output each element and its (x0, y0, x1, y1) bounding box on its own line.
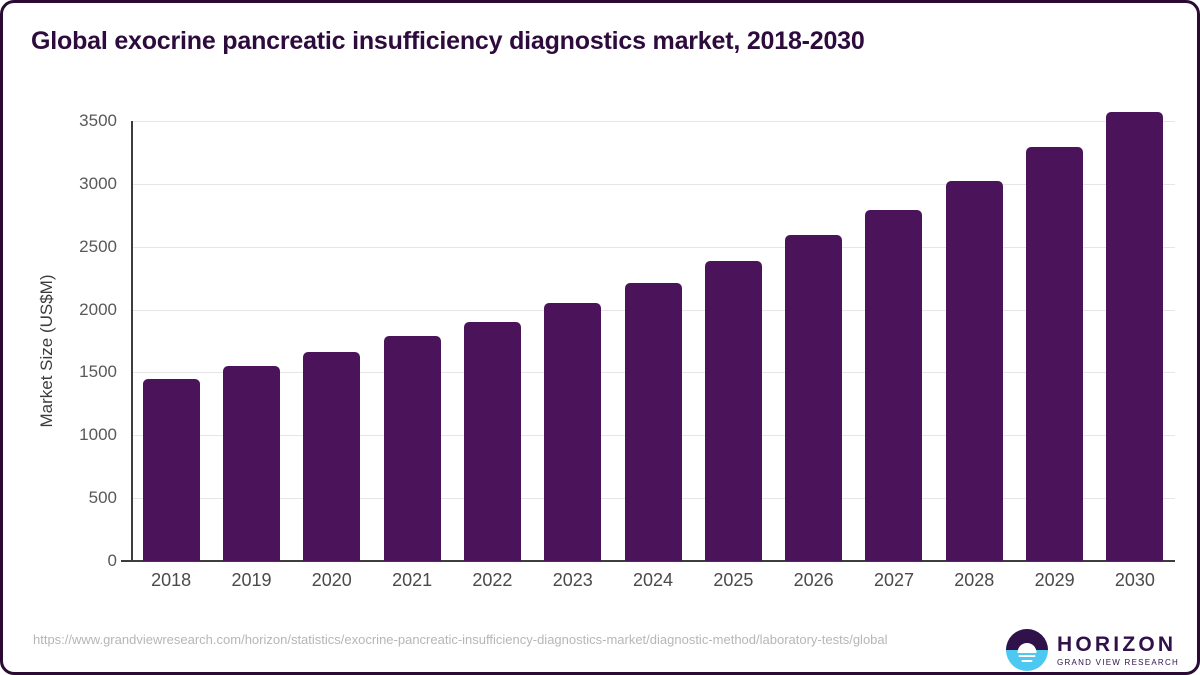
y-tick-label: 3500 (79, 111, 117, 130)
bar[interactable] (303, 351, 361, 561)
x-tick-label: 2025 (713, 570, 754, 590)
bar[interactable] (704, 260, 762, 561)
x-tick-label: 2028 (954, 570, 995, 590)
bar[interactable] (785, 235, 843, 561)
y-tick-label: 2500 (79, 236, 117, 256)
chart-footer: https://www.grandviewresearch.com/horizo… (3, 623, 1197, 672)
bar-slot (1095, 111, 1175, 561)
y-tick-label: 0 (107, 551, 117, 570)
bar[interactable] (865, 209, 923, 561)
y-tick-label: 1500 (79, 362, 117, 382)
gridline (131, 183, 1175, 185)
logo-tagline: GRAND VIEW RESEARCH (1057, 657, 1179, 667)
x-tick-label: 2029 (1034, 570, 1075, 590)
x-tick-label: 2026 (793, 570, 834, 590)
bar-slot (533, 121, 613, 561)
x-tick-label: 2018 (151, 570, 192, 590)
horizon-sun-circle-icon (1006, 629, 1049, 671)
horizon-logo: HORIZON GRAND VIEW RESEARCH (1006, 629, 1179, 671)
bar[interactable] (383, 335, 441, 561)
x-tick-label: 2021 (392, 570, 433, 590)
x-tick-label: 2019 (231, 570, 272, 590)
gridline (131, 121, 1175, 122)
bar-slot (452, 121, 532, 561)
bar[interactable] (463, 322, 521, 561)
logo-name: HORIZON (1057, 632, 1177, 656)
gridline (131, 246, 1175, 248)
y-tick-label: 500 (88, 488, 117, 508)
y-tick-label: 1000 (79, 425, 117, 445)
bar-slot (774, 121, 854, 561)
x-tick-label: 2027 (873, 570, 914, 590)
bar-slot (934, 121, 1014, 561)
y-tick-label: 3000 (79, 173, 117, 193)
page-title: Global exocrine pancreatic insufficiency… (31, 27, 865, 55)
bar-series (131, 111, 1175, 561)
bar-slot (613, 121, 693, 561)
bar-slot (854, 121, 934, 561)
bar[interactable] (1106, 111, 1164, 561)
x-tick-label: 2030 (1114, 570, 1155, 590)
plot-area: 0 500 1000 1500 2000 2500 3000 3500 Market Size… (3, 3, 1197, 618)
bar-slot (1014, 121, 1094, 561)
bar-slot (131, 121, 211, 561)
x-axis-line (121, 560, 1175, 562)
logo-text: HORIZON GRAND VIEW RESEARCH (1057, 634, 1179, 667)
x-tick-label: 2024 (633, 570, 674, 590)
bar-slot (211, 121, 291, 561)
bar-slot (372, 121, 452, 561)
y-tick-label: 2000 (79, 299, 117, 319)
bar[interactable] (945, 180, 1003, 561)
bar[interactable] (544, 303, 602, 561)
bar[interactable] (624, 282, 682, 561)
y-axis-ticks: 0 500 1000 1500 2000 2500 3000 3500 (47, 3, 117, 618)
bar[interactable] (222, 365, 280, 561)
x-tick-label: 2020 (311, 570, 352, 590)
x-tick-label: 2023 (552, 570, 593, 590)
bar-slot (292, 121, 372, 561)
bar-slot (693, 121, 773, 561)
source-url[interactable]: https://www.grandviewresearch.com/horizo… (33, 632, 888, 647)
bar[interactable] (142, 379, 200, 561)
x-tick-label: 2022 (472, 570, 513, 590)
y-axis-title: Market Size (US$M) (37, 274, 56, 428)
x-axis-labels: 2018 2019 2020 2021 2022 2023 2024 2025 2026 2027… (131, 570, 1175, 591)
y-axis-line (131, 121, 133, 562)
bar[interactable] (1026, 146, 1084, 561)
